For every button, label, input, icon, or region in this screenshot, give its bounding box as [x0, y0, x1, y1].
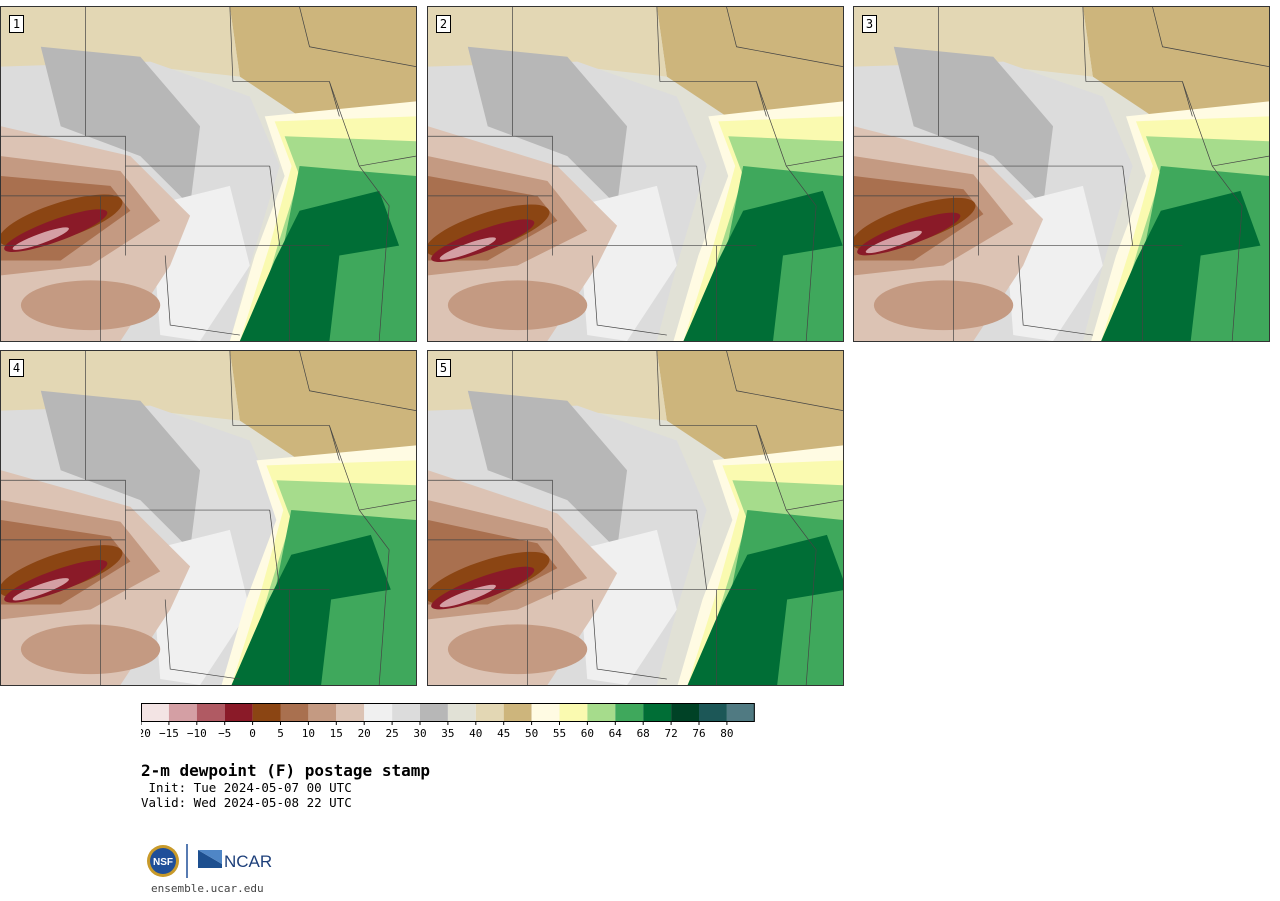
colorbar-tick-label: 40: [469, 727, 482, 740]
website-url: ensemble.ucar.edu: [151, 882, 264, 895]
ncar-logo-icon: NCAR: [198, 850, 272, 871]
colorbar-tick-label: −15: [159, 727, 179, 740]
colorbar-swatch: [447, 703, 476, 722]
colorbar-svg: −20 −15 −10 −5 0 5 10 15 20 25 30 35 40 45 50 55 60 64 68 7…: [141, 703, 755, 740]
colorbar-tick-label: 45: [497, 727, 510, 740]
colorbar-tick-label: 5: [277, 727, 284, 740]
colorbar-swatch: [392, 703, 420, 722]
colorbar-swatch: [559, 703, 588, 722]
colorbar-swatch: [587, 703, 616, 722]
colorbar-swatch: [671, 703, 699, 722]
logos: NSF NCAR: [144, 842, 274, 882]
panel-number: 2: [436, 15, 451, 33]
panel-number: 5: [436, 359, 451, 377]
colorbar-swatch: [252, 703, 281, 722]
dewpoint-field: [854, 7, 1269, 341]
colorbar-tick-label: 50: [525, 727, 538, 740]
nsf-logo-icon: NSF: [147, 845, 179, 877]
colorbar-swatch: [531, 703, 560, 722]
map-panel-4: 4: [0, 350, 417, 686]
map-panel-2: 2: [427, 6, 844, 342]
colorbar-tick-label: 25: [385, 727, 398, 740]
colorbar-swatch: [615, 703, 644, 722]
colorbar-swatch: [643, 703, 672, 722]
colorbar-tick-label: 30: [413, 727, 426, 740]
panel-number: 4: [9, 359, 24, 377]
colorbar-tick-label: 35: [441, 727, 454, 740]
colorbar: −20 −15 −10 −5 0 5 10 15 20 25 30 35 40 45 50 55 60 64 68 7…: [141, 703, 781, 743]
valid-time: Valid: Wed 2024-05-08 22 UTC: [141, 795, 352, 810]
panel-number: 1: [9, 15, 24, 33]
colorbar-tick-label: −10: [187, 727, 207, 740]
colorbar-tick-label: −5: [218, 727, 231, 740]
ncar-logo-text: NCAR: [224, 852, 272, 871]
colorbar-tick-label: −20: [141, 727, 151, 740]
colorbar-tick-label: 55: [553, 727, 566, 740]
colorbar-tick-label: 68: [637, 727, 650, 740]
map-panel-3: 3: [853, 6, 1270, 342]
dewpoint-field: [428, 7, 843, 341]
colorbar-swatch: [141, 703, 169, 722]
colorbar-swatch: [503, 703, 532, 722]
colorbar-swatch: [224, 703, 253, 722]
init-time: Init: Tue 2024-05-07 00 UTC: [141, 780, 352, 795]
logo-svg: NSF NCAR: [147, 844, 272, 878]
colorbar-swatch: [420, 703, 448, 722]
product-title: 2-m dewpoint (F) postage stamp: [141, 761, 430, 780]
panel-number: 3: [862, 15, 877, 33]
colorbar-tick-label: 15: [330, 727, 343, 740]
colorbar-swatch: [699, 703, 727, 722]
colorbar-tick-label: 76: [692, 727, 705, 740]
dewpoint-field: [1, 351, 416, 685]
nsf-logo-text: NSF: [153, 857, 173, 868]
colorbar-swatch: [196, 703, 225, 722]
colorbar-swatch: [475, 703, 504, 722]
colorbar-swatch: [308, 703, 337, 722]
colorbar-tick-label: 72: [664, 727, 677, 740]
colorbar-tick-label: 60: [581, 727, 594, 740]
dewpoint-field: [1, 7, 416, 341]
map-panel-1: 1: [0, 6, 417, 342]
colorbar-swatch: [168, 703, 197, 722]
map-panel-5: 5: [427, 350, 844, 686]
colorbar-tick-label: 20: [358, 727, 371, 740]
colorbar-swatch: [726, 703, 755, 722]
colorbar-swatch: [280, 703, 309, 722]
colorbar-tick-label: 80: [720, 727, 733, 740]
colorbar-tick-label: 64: [609, 727, 623, 740]
colorbar-swatch: [364, 703, 393, 722]
colorbar-tick-label: 10: [302, 727, 315, 740]
colorbar-tick-label: 0: [249, 727, 256, 740]
dewpoint-field: [428, 351, 843, 685]
colorbar-swatch: [336, 703, 365, 722]
